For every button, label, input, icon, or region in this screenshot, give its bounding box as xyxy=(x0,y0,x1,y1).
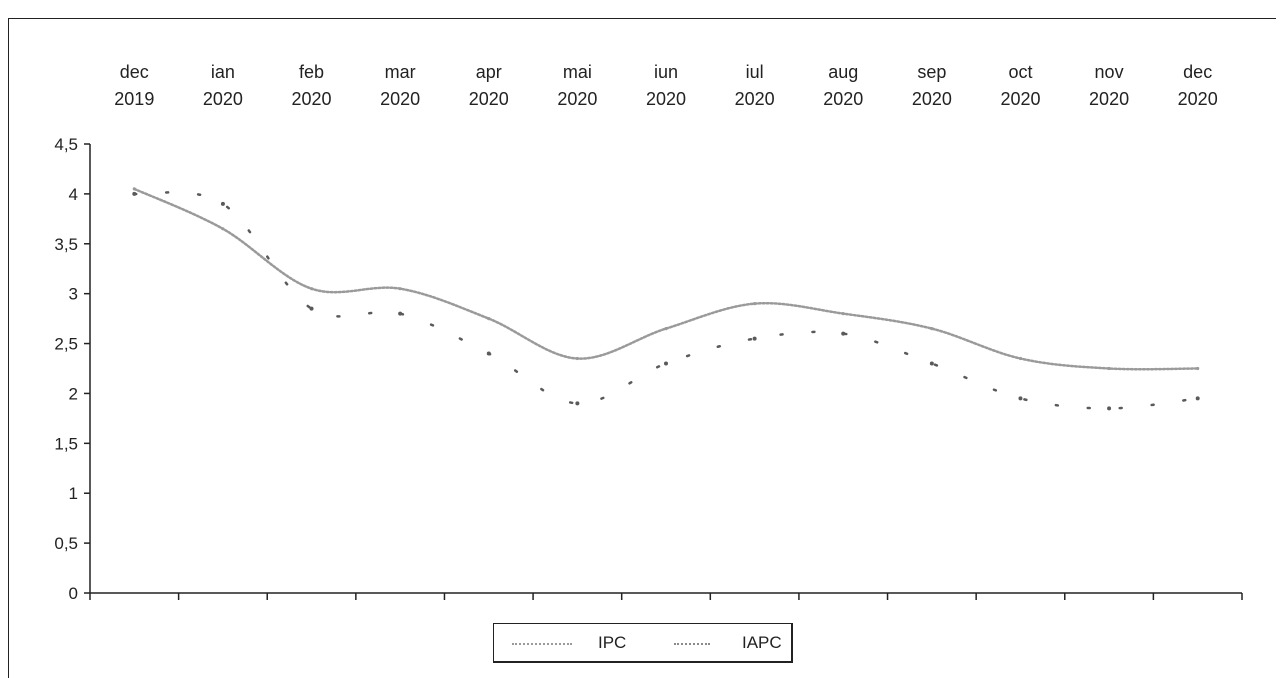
x-tick-label-month: nov xyxy=(1095,62,1124,82)
data-point-iapc xyxy=(1018,396,1023,401)
legend-label-iapc: IAPC xyxy=(742,633,782,652)
y-tick-label: 4,5 xyxy=(54,135,78,154)
data-point-iapc xyxy=(575,401,580,406)
x-tick-label-year: 2020 xyxy=(203,89,243,109)
x-tick-label-year: 2020 xyxy=(380,89,420,109)
x-tick-label-year: 2020 xyxy=(1178,89,1218,109)
legend-label-ipc: IPC xyxy=(598,633,627,652)
data-point-iapc xyxy=(309,306,314,311)
x-tick-label-year: 2020 xyxy=(735,89,775,109)
data-point-ipc xyxy=(753,302,757,306)
x-tick-label-month: feb xyxy=(299,62,324,82)
series-line-ipc xyxy=(133,187,1199,371)
x-tick-label-year: 2020 xyxy=(646,89,686,109)
x-tick-label-year: 2020 xyxy=(1000,89,1040,109)
y-tick-label: 0 xyxy=(69,584,78,603)
data-point-ipc xyxy=(487,317,491,321)
y-tick-label: 1 xyxy=(69,484,78,503)
x-tick-label-month: iun xyxy=(654,62,678,82)
data-point-ipc xyxy=(1107,366,1111,371)
data-point-ipc xyxy=(575,356,579,361)
data-point-ipc xyxy=(221,227,225,231)
legend: IPC IAPC xyxy=(493,623,793,663)
data-point-ipc xyxy=(841,312,845,316)
data-point-iapc xyxy=(220,201,225,206)
y-tick-label: 2,5 xyxy=(54,335,78,354)
y-tick-label: 3 xyxy=(69,285,78,304)
y-tick-label: 1,5 xyxy=(54,434,78,453)
x-tick-label-year: 2020 xyxy=(292,89,332,109)
data-point-iapc xyxy=(841,331,846,336)
y-tick-label: 0,5 xyxy=(54,534,78,553)
x-tick-label-month: apr xyxy=(476,62,502,82)
x-tick-label-month: aug xyxy=(828,62,858,82)
x-tick-label-month: oct xyxy=(1008,62,1032,82)
y-tick-label: 3,5 xyxy=(54,235,78,254)
data-point-iapc xyxy=(929,361,934,366)
data-point-iapc xyxy=(486,351,491,356)
legend-swatch-ipc xyxy=(512,643,572,645)
y-tick-label: 4 xyxy=(69,185,78,204)
data-point-ipc xyxy=(1196,366,1200,371)
x-tick-label-month: mar xyxy=(385,62,416,82)
x-tick-label-year: 2019 xyxy=(114,89,154,109)
data-point-iapc xyxy=(398,311,403,316)
data-point-ipc xyxy=(398,287,402,291)
x-tick-label-year: 2020 xyxy=(469,89,509,109)
x-tick-label-month: iul xyxy=(746,62,764,82)
legend-swatch-iapc xyxy=(674,643,710,645)
chart-frame xyxy=(8,18,1276,678)
x-tick-label-year: 2020 xyxy=(1089,89,1129,109)
data-point-ipc xyxy=(309,287,314,291)
data-point-ipc xyxy=(1018,356,1023,361)
data-point-iapc xyxy=(1107,406,1112,411)
data-point-iapc xyxy=(752,336,757,341)
x-tick-label-month: mai xyxy=(563,62,592,82)
x-tick-label-year: 2020 xyxy=(912,89,952,109)
data-point-iapc xyxy=(664,361,668,366)
series-line-iapc xyxy=(133,191,1199,410)
data-point-ipc xyxy=(930,326,934,331)
data-point-iapc xyxy=(132,191,137,196)
x-tick-label-year: 2020 xyxy=(823,89,863,109)
y-tick-label: 2 xyxy=(69,384,78,403)
x-tick-label-month: ian xyxy=(211,62,235,82)
data-point-ipc xyxy=(664,326,668,331)
x-tick-label-month: dec xyxy=(1183,62,1212,82)
data-point-iapc xyxy=(1195,396,1200,401)
x-tick-label-year: 2020 xyxy=(557,89,597,109)
data-point-ipc xyxy=(132,187,136,191)
x-tick-label-month: sep xyxy=(917,62,946,82)
x-tick-label-month: dec xyxy=(120,62,149,82)
